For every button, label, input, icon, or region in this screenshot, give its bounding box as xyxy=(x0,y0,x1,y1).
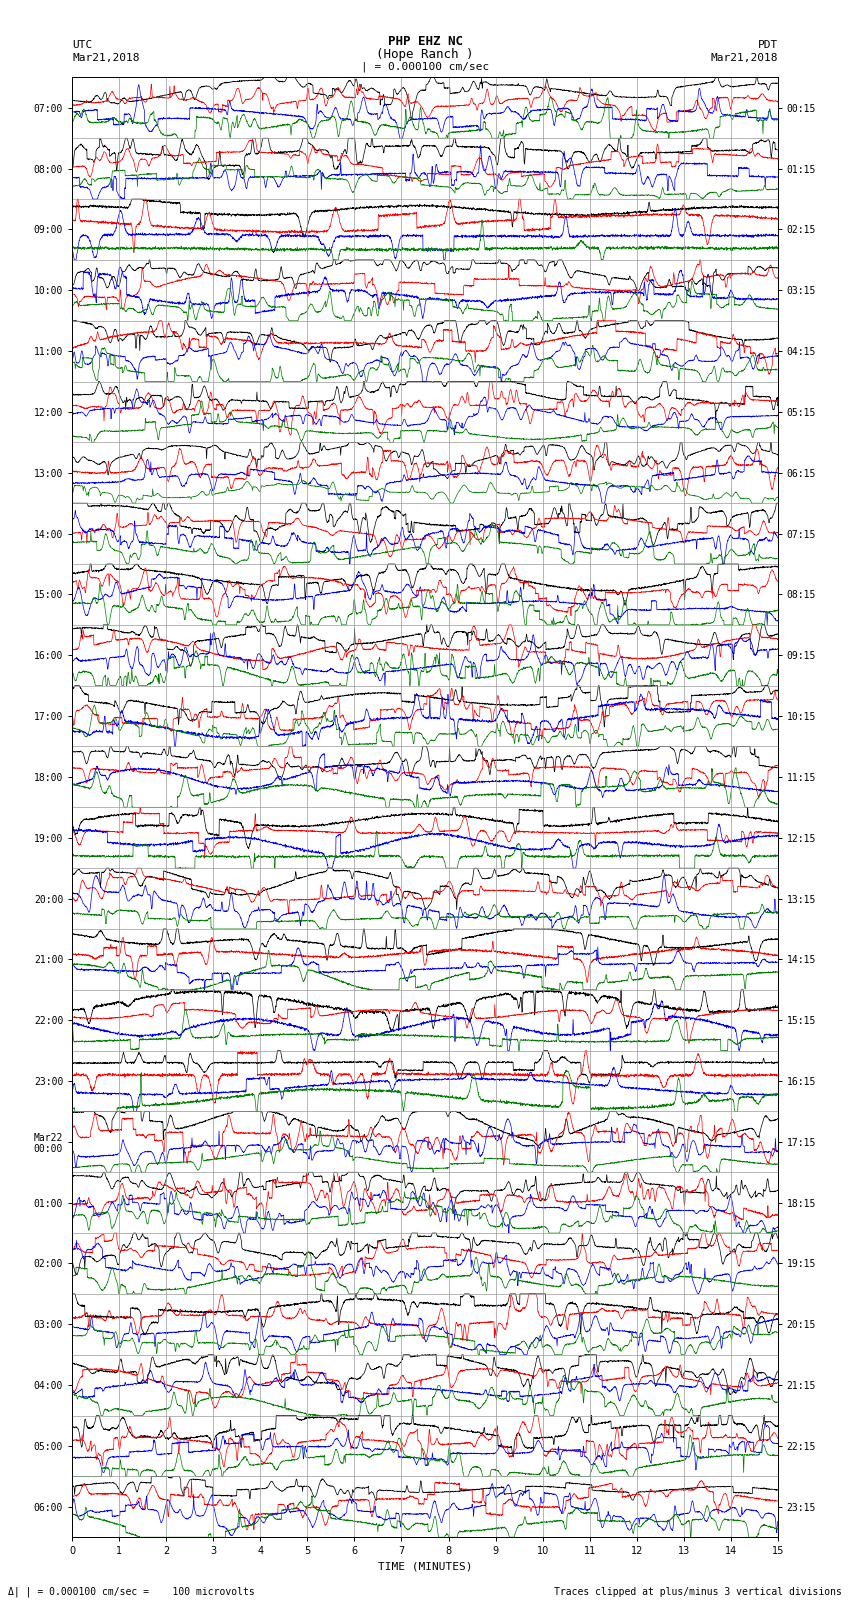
Text: Mar21,2018: Mar21,2018 xyxy=(72,53,139,63)
Text: (Hope Ranch ): (Hope Ranch ) xyxy=(377,48,473,61)
X-axis label: TIME (MINUTES): TIME (MINUTES) xyxy=(377,1561,473,1571)
Text: PDT: PDT xyxy=(757,40,778,50)
Text: UTC: UTC xyxy=(72,40,93,50)
Text: Δ| | = 0.000100 cm/sec =    100 microvolts: Δ| | = 0.000100 cm/sec = 100 microvolts xyxy=(8,1586,255,1597)
Text: Mar21,2018: Mar21,2018 xyxy=(711,53,778,63)
Text: Traces clipped at plus/minus 3 vertical divisions: Traces clipped at plus/minus 3 vertical … xyxy=(553,1587,842,1597)
Text: PHP EHZ NC: PHP EHZ NC xyxy=(388,35,462,48)
Text: | = 0.000100 cm/sec: | = 0.000100 cm/sec xyxy=(361,61,489,73)
